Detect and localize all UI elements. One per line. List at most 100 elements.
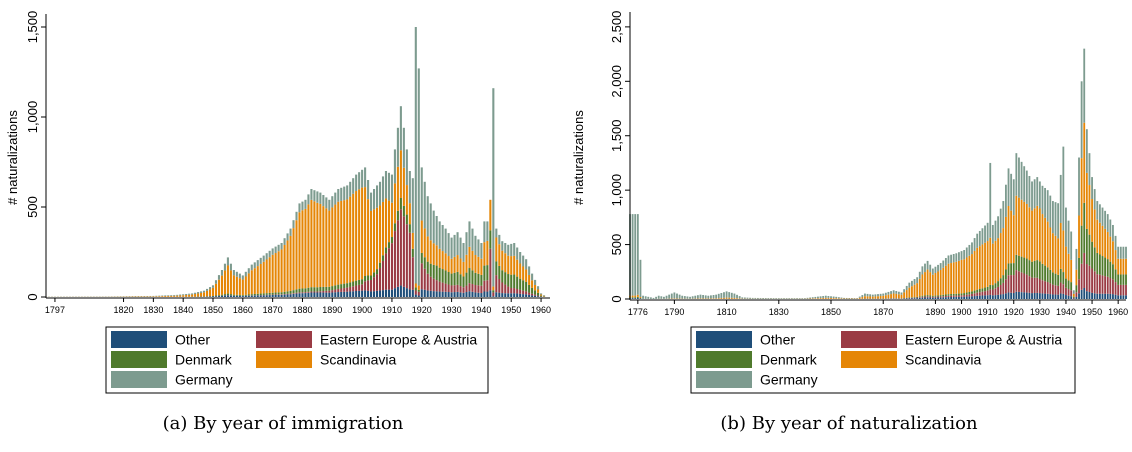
bar-segment [250, 270, 253, 295]
bar-segment [636, 294, 639, 297]
bar-segment [352, 178, 355, 194]
bar-segment [522, 255, 525, 267]
bar-segment [328, 290, 331, 293]
bar-segment [304, 288, 307, 293]
bar-segment [501, 270, 504, 283]
bar-segment [783, 298, 785, 299]
bar-segment [777, 298, 780, 299]
bar-segment [944, 258, 947, 266]
bar-segment [1075, 296, 1078, 299]
bar-segment [1098, 293, 1101, 299]
bar-segment [522, 294, 525, 297]
bar-segment [214, 296, 218, 297]
bar-segment [367, 290, 370, 297]
bar-segment [510, 293, 513, 297]
bar-segment [197, 293, 200, 297]
bar-segment [921, 296, 924, 298]
bar-segment [280, 243, 283, 250]
bar-segment [492, 292, 495, 297]
axes: 0 500 1,000 1,500 2,000 2,500 1776 1790 1810 1830… [571, 11, 1128, 317]
bar-segment [408, 203, 411, 225]
bar-segment [952, 262, 955, 294]
bar-segment [1046, 221, 1049, 268]
bar-segment [319, 291, 322, 293]
bar-segment [537, 295, 540, 297]
bar-segment [337, 189, 340, 202]
bar-segment [223, 263, 226, 271]
bar-segment [1031, 181, 1033, 211]
bar-segment [903, 289, 906, 293]
x-tick-label: 1850 [203, 305, 223, 315]
bar-segment [916, 296, 919, 298]
bar-segment [423, 268, 426, 290]
bar-segment [295, 289, 298, 293]
bar-segment [1109, 219, 1112, 237]
bar-segment [634, 214, 637, 296]
bar-segment [417, 295, 420, 297]
bar-segment [283, 244, 286, 292]
bar-segment [950, 296, 953, 299]
bar-segment [286, 240, 289, 292]
bar-segment [298, 292, 301, 294]
bar-segment [757, 297, 759, 299]
bar-segment [1125, 258, 1127, 275]
bar-segment [480, 293, 483, 297]
bar-segment [265, 295, 268, 297]
bar-segment [832, 296, 835, 299]
bar-segment [683, 296, 686, 299]
bar-segment [631, 214, 634, 296]
bar-segment [283, 238, 286, 245]
bar-segment [322, 286, 325, 291]
bar-segment [164, 295, 167, 297]
bar-segment [1036, 277, 1039, 293]
bar-segment [241, 295, 244, 296]
bar-segment [877, 294, 879, 297]
bar-segment [1018, 291, 1020, 299]
bar-segment [1007, 275, 1010, 293]
bar-segment [1109, 236, 1112, 262]
bar-segment [1065, 246, 1067, 279]
bar-segment [435, 245, 438, 266]
bar-segment [1096, 252, 1099, 275]
caption-a: (a) By year of immigration [0, 413, 566, 434]
bar-segment [298, 212, 301, 289]
chart-a: 0 500 1,000 1,500 1797 1820 1830 1840 1850 1860 18… [5, 11, 551, 394]
bar-segment [1125, 246, 1127, 259]
bar-segment [1036, 177, 1039, 206]
bar-segment [924, 272, 926, 296]
legend-label: Denmark [760, 352, 818, 368]
bar-segment [1044, 293, 1046, 299]
bar-segment [441, 251, 444, 270]
bar-segment [417, 285, 420, 290]
bar-segment [921, 274, 924, 296]
bar-segment [262, 255, 265, 262]
bar-segment [944, 296, 947, 298]
bar-segment [370, 275, 373, 280]
bar-segment [647, 296, 650, 299]
bar-segment [313, 292, 316, 297]
bar-segment [361, 187, 364, 280]
bar-segment [1057, 238, 1060, 275]
bar-segment [307, 292, 310, 297]
bar-segment [1044, 187, 1046, 218]
bar-segment [167, 295, 170, 296]
bar-segment [393, 149, 396, 184]
bar-segment [864, 293, 866, 297]
bar-segment [519, 293, 522, 297]
bar-segment [971, 242, 973, 255]
bar-segment [673, 292, 676, 299]
bar-segment [1005, 279, 1007, 294]
bar-segment [1093, 247, 1096, 272]
bar-segment [223, 270, 226, 295]
bar-segment [999, 208, 1002, 234]
legend-swatch [256, 331, 312, 348]
bar-segment [358, 284, 361, 291]
bar-segment [435, 280, 438, 292]
bar-segment [913, 284, 916, 298]
bar-segment [958, 252, 960, 261]
bar-segment [456, 232, 459, 256]
bar-segment [817, 296, 819, 299]
bar-segment [516, 289, 519, 294]
bar-segment [432, 210, 435, 244]
bar-segment [1070, 296, 1073, 299]
